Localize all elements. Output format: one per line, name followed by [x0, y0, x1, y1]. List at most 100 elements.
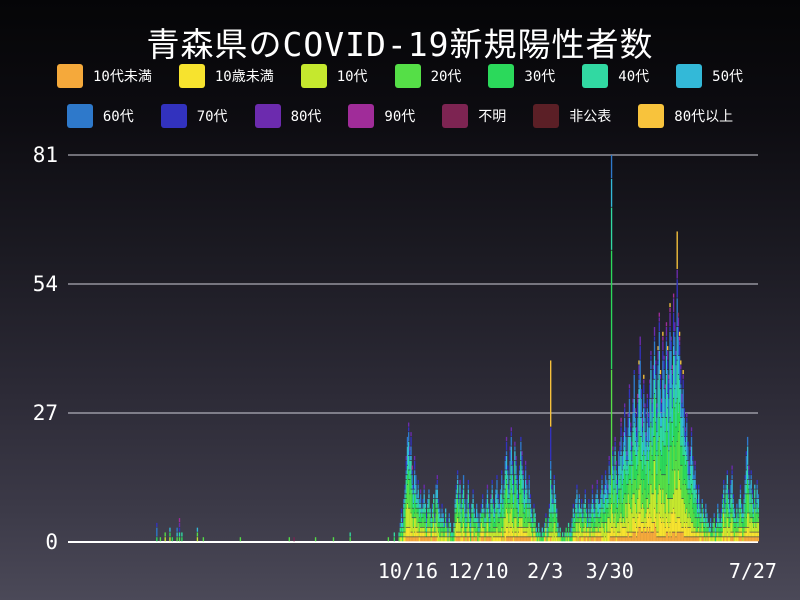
bar-segment — [653, 327, 656, 336]
bar-segment — [604, 484, 607, 494]
bar-segment — [404, 537, 406, 542]
bar-segment — [749, 484, 751, 494]
bar-segment — [441, 508, 443, 513]
bar-segment — [598, 522, 601, 527]
bar-segment — [663, 537, 665, 542]
bar-segment — [619, 479, 621, 489]
bar-segment — [523, 532, 526, 537]
bar-segment — [518, 494, 521, 504]
bar-segment — [663, 413, 665, 446]
bar-segment — [239, 537, 242, 542]
bar-segment — [596, 532, 598, 537]
bar-segment — [637, 403, 639, 418]
bar-segment — [430, 532, 433, 537]
bar-segment — [646, 499, 649, 508]
bar-segment — [521, 527, 523, 537]
bar-segment — [613, 470, 615, 480]
bar-segment — [650, 441, 652, 484]
bar-segment — [476, 532, 478, 537]
bar-segment — [729, 508, 731, 513]
bar-segment — [700, 532, 702, 537]
bar-segment — [705, 518, 707, 523]
bar-segment — [480, 518, 483, 523]
bar-segment — [433, 537, 435, 542]
bar-segment — [725, 484, 727, 489]
bar-segment — [474, 518, 477, 523]
bar-segment — [553, 537, 555, 542]
bar-segment — [436, 484, 438, 489]
bar-segment — [472, 489, 474, 494]
bar-segment — [406, 527, 409, 537]
bar-segment — [619, 503, 621, 518]
bar-segment — [468, 503, 471, 508]
bar-segment — [502, 499, 504, 504]
bar-segment — [471, 508, 473, 513]
bar-segment — [486, 489, 489, 494]
bar-segment — [545, 513, 547, 518]
bar-segment — [727, 518, 730, 527]
bar-segment — [462, 522, 465, 532]
bar-segment — [448, 532, 450, 537]
bar-segment — [751, 522, 754, 532]
bar-segment — [732, 503, 734, 508]
bar-segment — [584, 489, 586, 494]
bar-segment — [517, 518, 520, 523]
bar-segment — [675, 489, 677, 523]
bar-segment — [686, 456, 688, 461]
bar-segment — [721, 513, 724, 523]
bar-segment — [650, 355, 652, 360]
bar-segment — [625, 527, 627, 537]
bar-segment — [714, 537, 717, 542]
bar-segment — [634, 456, 637, 480]
bar-segment — [631, 513, 633, 532]
bar-segment — [620, 522, 622, 537]
bar-segment — [746, 537, 749, 542]
bar-segment — [530, 518, 533, 523]
bar-segment — [596, 537, 598, 542]
bar-segment — [640, 522, 643, 532]
bar-segment — [657, 346, 659, 351]
bar-segment — [751, 532, 754, 537]
bar-segment — [453, 527, 455, 532]
bar-segment — [528, 489, 530, 499]
bar-segment — [466, 513, 468, 518]
bar-segment — [491, 484, 493, 489]
bar-segment — [594, 518, 596, 523]
bar-segment — [513, 479, 515, 484]
bar-segment — [501, 484, 503, 494]
bar-segment — [433, 522, 435, 532]
bar-segment — [571, 518, 573, 523]
bar-segment — [516, 508, 518, 513]
bar-segment — [740, 518, 743, 523]
bar-segment — [672, 398, 675, 437]
bar-segment — [603, 522, 606, 532]
bar-segment — [551, 513, 553, 523]
bar-segment — [503, 484, 505, 489]
bar-segment — [575, 503, 577, 508]
bar-segment — [583, 532, 585, 537]
bar-segment — [501, 475, 503, 484]
bar-segment — [427, 503, 429, 508]
bar-segment — [422, 518, 424, 527]
bar-segment — [555, 508, 558, 513]
bar-segment — [425, 513, 428, 518]
bar-segment — [692, 537, 694, 542]
bar-segment — [619, 489, 621, 504]
bar-segment — [719, 527, 721, 532]
bar-segment — [731, 470, 733, 475]
bar-segment — [652, 532, 655, 542]
bar-segment — [686, 522, 688, 537]
bar-segment — [638, 389, 640, 398]
bar-segment — [474, 522, 477, 527]
bar-segment — [476, 537, 478, 542]
bar-segment — [690, 465, 693, 484]
bar-segment — [553, 475, 555, 480]
legend-item-12: 非公表 — [533, 104, 611, 128]
bar-segment — [626, 451, 628, 456]
bar-segment — [680, 384, 682, 389]
bar-segment — [509, 451, 511, 461]
bar-segment — [518, 475, 521, 484]
bar-segment — [421, 518, 423, 523]
bar-segment — [671, 408, 674, 422]
bar-segment — [465, 513, 467, 518]
